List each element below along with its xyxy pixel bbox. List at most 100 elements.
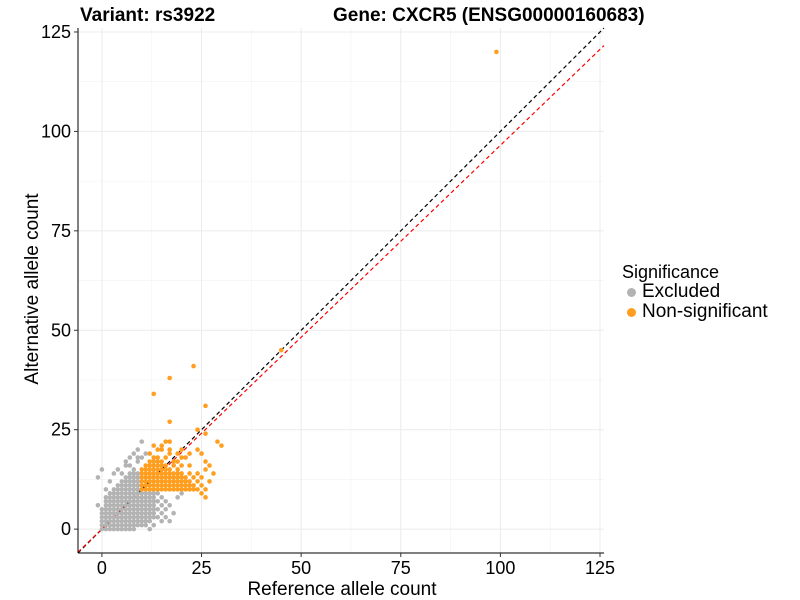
data-point-excluded: [123, 475, 129, 480]
data-point-non-significant: [171, 463, 176, 468]
data-point-non-significant: [151, 479, 157, 484]
data-point-non-significant: [155, 459, 160, 464]
data-point-non-significant: [155, 471, 160, 476]
x-tick-label: 100: [485, 558, 515, 578]
data-point-excluded: [119, 471, 125, 476]
data-point-excluded: [119, 487, 125, 492]
data-point-non-significant: [179, 487, 184, 492]
data-point-non-significant: [175, 475, 180, 480]
data-point-excluded: [135, 510, 141, 516]
data-point-excluded: [103, 495, 109, 500]
legend-title: Significance: [622, 262, 720, 282]
gene-title: Gene: CXCR5 (ENSG00000160683): [333, 5, 645, 26]
data-point-excluded: [111, 498, 117, 504]
data-point-excluded: [147, 491, 153, 496]
data-point-excluded: [115, 467, 121, 472]
data-point-excluded: [139, 491, 145, 496]
data-point-excluded: [127, 463, 133, 468]
data-point-excluded: [143, 514, 149, 520]
data-point-non-significant: [183, 455, 188, 460]
data-point-non-significant: [203, 495, 208, 500]
data-point-excluded: [147, 498, 153, 504]
data-point-non-significant: [195, 427, 200, 433]
data-point-non-significant: [167, 483, 172, 488]
data-point-non-significant: [151, 475, 157, 480]
data-point-excluded: [107, 491, 113, 496]
data-point-excluded: [135, 495, 141, 500]
data-point-non-significant: [147, 483, 153, 488]
data-point-excluded: [99, 510, 105, 516]
data-point-excluded: [147, 502, 153, 508]
data-point-excluded: [127, 471, 133, 476]
x-tick-label: 25: [192, 558, 212, 578]
data-point-excluded: [111, 502, 117, 508]
data-point-non-significant: [155, 483, 160, 488]
data-point-non-significant: [163, 471, 168, 476]
data-point-excluded: [135, 483, 141, 488]
data-point-excluded: [107, 510, 113, 516]
data-point-excluded: [151, 522, 157, 528]
data-point-excluded: [139, 498, 145, 504]
legend-label-excluded: Excluded: [642, 281, 721, 302]
data-point-non-significant: [187, 463, 192, 468]
data-point-non-significant: [155, 479, 160, 484]
data-point-non-significant: [147, 467, 153, 472]
data-point-excluded: [127, 506, 133, 512]
y-tick-label: 50: [51, 320, 71, 340]
data-point-excluded: [131, 518, 137, 524]
legend-key-excluded: [627, 287, 636, 297]
data-point-non-significant: [187, 487, 192, 492]
data-point-non-significant: [147, 459, 153, 464]
data-point-excluded: [155, 491, 160, 496]
data-point-excluded: [135, 447, 141, 452]
data-point-excluded: [159, 495, 164, 500]
y-tick-label: 100: [41, 121, 71, 141]
x-tick-label: 125: [585, 558, 615, 578]
data-point-non-significant: [151, 483, 157, 488]
data-point-excluded: [115, 487, 121, 492]
data-point-non-significant: [167, 471, 172, 476]
data-point-non-significant: [163, 487, 168, 492]
data-point-excluded: [111, 487, 117, 492]
data-point-non-significant: [167, 447, 172, 452]
data-point-excluded: [123, 498, 129, 504]
data-point-excluded: [127, 514, 133, 520]
data-point-excluded: [127, 498, 133, 504]
data-point-non-significant: [151, 463, 157, 468]
data-point-non-significant: [143, 463, 149, 468]
data-point-non-significant: [179, 447, 184, 452]
data-point-excluded: [151, 495, 157, 500]
data-point-excluded: [159, 510, 164, 516]
data-point-non-significant: [195, 447, 200, 452]
data-point-non-significant: [203, 467, 208, 472]
data-point-excluded: [175, 495, 180, 500]
data-point-excluded: [107, 498, 113, 504]
data-point-non-significant: [147, 479, 153, 484]
data-point-excluded: [139, 506, 145, 512]
data-point-excluded: [119, 498, 125, 504]
data-point-excluded: [155, 498, 160, 504]
data-point-excluded: [131, 522, 137, 528]
data-point-non-significant: [167, 467, 172, 472]
data-point-excluded: [151, 514, 157, 520]
data-point-excluded: [107, 506, 113, 512]
data-point-non-significant: [207, 479, 212, 484]
data-point-excluded: [127, 522, 133, 528]
data-point-excluded: [139, 518, 145, 524]
data-point-non-significant: [143, 471, 149, 476]
legend-key-non-significant: [627, 307, 636, 317]
data-point-excluded: [99, 518, 105, 524]
data-point-excluded: [131, 495, 137, 500]
data-point-excluded: [107, 518, 113, 524]
data-point-excluded: [99, 467, 105, 472]
data-point-excluded: [147, 506, 153, 512]
data-point-excluded: [143, 451, 149, 456]
data-point-excluded: [131, 491, 137, 496]
data-point-excluded: [123, 518, 129, 524]
data-point-excluded: [107, 514, 113, 520]
data-point-excluded: [115, 526, 121, 532]
data-point-non-significant: [175, 467, 180, 472]
legend-label-non-significant: Non-significant: [642, 301, 768, 322]
data-point-excluded: [107, 479, 113, 484]
data-point-excluded: [115, 483, 121, 488]
